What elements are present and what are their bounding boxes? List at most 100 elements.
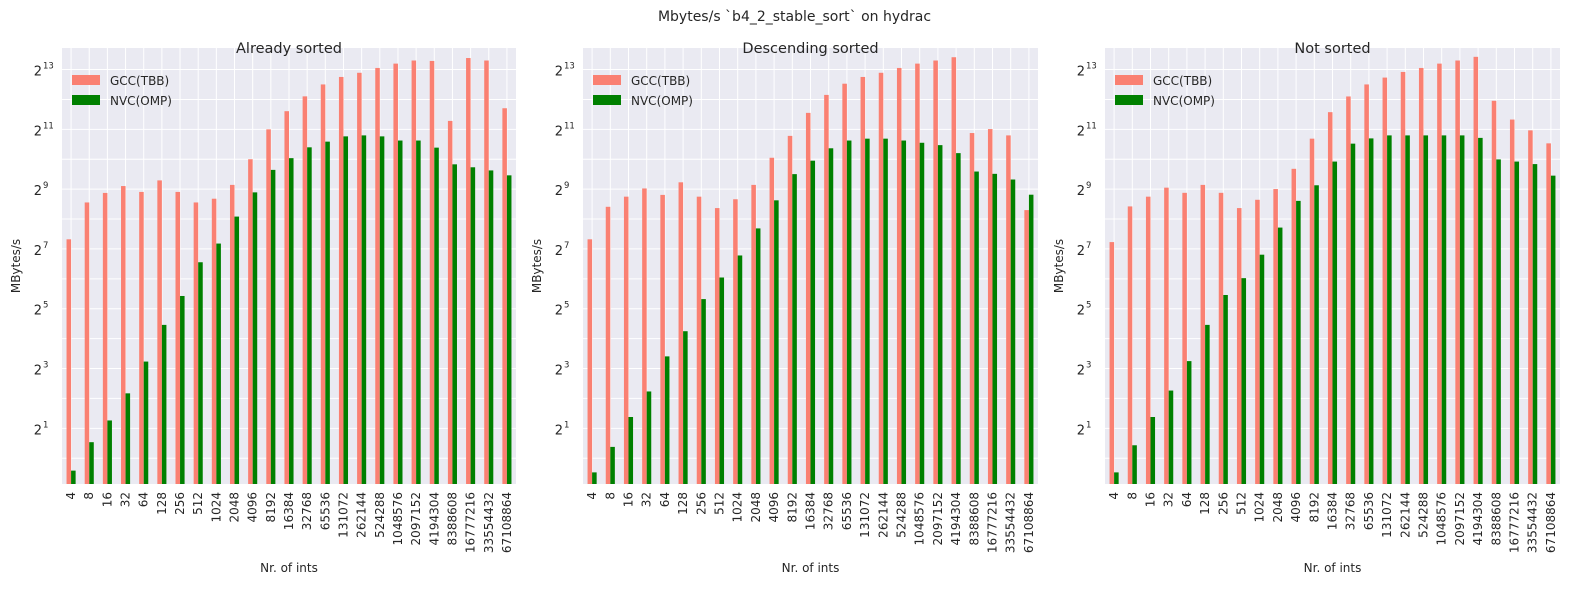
bar-gcc-tbb-128 — [678, 182, 684, 484]
x-tick-label: 8192 — [785, 492, 799, 523]
x-tick-label: 524288 — [895, 492, 909, 538]
x-tick-label: 65536 — [840, 492, 854, 530]
y-tick-label: 2 — [1077, 364, 1085, 379]
x-tick-label: 128 — [155, 492, 169, 515]
legend-swatch-nvc-omp — [1115, 95, 1143, 105]
x-tick-label: 128 — [1198, 492, 1212, 515]
bar-gcc-tbb-8 — [1127, 206, 1133, 484]
bar-nvc-omp-256 — [701, 299, 706, 484]
bar-gcc-tbb-256 — [1218, 192, 1224, 484]
bar-nvc-omp-16 — [107, 420, 112, 484]
bar-gcc-tbb-32 — [642, 188, 647, 484]
bar-gcc-tbb-8388608 — [1491, 100, 1497, 484]
bar-gcc-tbb-524288 — [1418, 67, 1424, 484]
bar-nvc-omp-128 — [161, 324, 167, 484]
bar-nvc-omp-131072 — [343, 136, 349, 485]
bar-nvc-omp-64 — [664, 356, 670, 484]
bar-nvc-omp-67108864 — [1028, 194, 1034, 484]
bar-gcc-tbb-2048 — [751, 184, 756, 484]
legend-label-nvc-omp: NVC(OMP) — [1153, 94, 1215, 108]
bar-gcc-tbb-4096 — [1291, 168, 1297, 484]
legend-swatch-nvc-omp — [593, 95, 621, 105]
bar-gcc-tbb-131072 — [338, 76, 344, 484]
x-tick-label: 1048576 — [391, 492, 405, 545]
x-tick-label: 67108864 — [500, 492, 514, 553]
bar-gcc-tbb-16777216 — [466, 58, 471, 485]
bar-gcc-tbb-16384 — [284, 111, 289, 484]
x-tick-label: 2097152 — [1453, 492, 1467, 545]
bar-nvc-omp-1048576 — [1441, 135, 1447, 485]
bar-nvc-omp-4194304 — [956, 153, 961, 484]
bar-gcc-tbb-8192 — [1309, 138, 1315, 485]
x-tick-label: 64 — [137, 492, 151, 507]
panel-title: Already sorted — [236, 41, 342, 57]
bar-nvc-omp-512 — [1241, 278, 1247, 484]
y-tick-exponent: 3 — [564, 361, 569, 371]
y-tick-label: 2 — [34, 304, 42, 319]
y-tick-exponent: 9 — [564, 181, 569, 191]
y-tick-exponent: 11 — [43, 121, 54, 131]
bar-gcc-tbb-512 — [1236, 208, 1242, 484]
y-tick-label: 2 — [555, 423, 563, 438]
x-tick-label: 2097152 — [409, 492, 423, 545]
y-tick-exponent: 1 — [43, 420, 48, 430]
bar-gcc-tbb-65536 — [1364, 84, 1369, 484]
bar-gcc-tbb-4194304 — [429, 60, 435, 484]
bar-nvc-omp-524288 — [901, 140, 907, 484]
x-tick-label: 1024 — [731, 492, 745, 523]
x-tick-label: 1048576 — [1435, 492, 1449, 545]
bar-nvc-omp-4 — [71, 470, 76, 484]
y-tick-exponent: 9 — [1086, 181, 1091, 191]
x-tick-label: 8 — [82, 492, 96, 500]
y-tick-label: 2 — [1077, 304, 1085, 319]
y-tick-exponent: 11 — [564, 121, 575, 131]
bar-gcc-tbb-16777216 — [987, 129, 993, 484]
x-tick-label: 8 — [603, 492, 617, 500]
x-tick-label: 67108864 — [1544, 492, 1558, 553]
bar-gcc-tbb-524288 — [375, 67, 380, 484]
bar-gcc-tbb-16777216 — [1509, 119, 1515, 485]
x-tick-label: 64 — [1180, 492, 1194, 507]
x-tick-label: 32768 — [822, 492, 836, 530]
panel-descending-sorted: 4 8 16 32 64 128 256 512 1024 2048 4096 8192 16384 32… — [530, 41, 1038, 575]
bar-gcc-tbb-262144 — [1400, 71, 1406, 484]
y-axis-label: MBytes/s — [530, 239, 544, 293]
bar-nvc-omp-64 — [143, 361, 149, 484]
x-tick-label: 64 — [658, 492, 672, 507]
x-tick-label: 1048576 — [913, 492, 927, 545]
bar-gcc-tbb-33554432 — [1006, 135, 1011, 485]
y-tick-exponent: 7 — [564, 241, 569, 251]
bar-nvc-omp-256 — [1223, 294, 1228, 484]
y-tick-label: 2 — [34, 65, 42, 80]
bar-gcc-tbb-8388608 — [969, 133, 975, 484]
bar-nvc-omp-2097152 — [1459, 135, 1465, 485]
bar-nvc-omp-16 — [1150, 416, 1156, 484]
bar-gcc-tbb-2048 — [1273, 189, 1278, 484]
bar-nvc-omp-32 — [125, 393, 131, 484]
bar-nvc-omp-65536 — [325, 141, 330, 484]
y-tick-exponent: 7 — [1086, 241, 1091, 251]
bar-nvc-omp-131072 — [1387, 135, 1392, 485]
x-tick-label: 4096 — [1289, 492, 1303, 523]
x-axis-label: Nr. of ints — [1304, 561, 1362, 575]
y-tick-exponent: 5 — [1086, 301, 1091, 311]
bar-gcc-tbb-64 — [1182, 192, 1187, 484]
bar-gcc-tbb-67108864 — [1546, 143, 1551, 484]
x-tick-label: 512 — [191, 492, 205, 515]
bar-nvc-omp-8192 — [1314, 185, 1319, 484]
x-tick-label: 512 — [713, 492, 727, 515]
bar-nvc-omp-262144 — [883, 138, 888, 485]
bar-gcc-tbb-4194304 — [1473, 56, 1479, 485]
x-tick-label: 16384 — [1326, 492, 1340, 530]
bar-nvc-omp-8192 — [792, 174, 797, 485]
bar-nvc-omp-16777216 — [1514, 161, 1520, 484]
x-tick-label: 16384 — [804, 492, 818, 530]
bar-gcc-tbb-32768 — [302, 96, 308, 484]
bar-nvc-omp-32 — [1168, 390, 1174, 484]
y-tick-label: 2 — [555, 65, 563, 80]
x-tick-label: 1024 — [1253, 492, 1267, 523]
bar-gcc-tbb-64 — [139, 191, 144, 485]
x-tick-label: 4096 — [246, 492, 260, 523]
bar-nvc-omp-16777216 — [470, 167, 476, 484]
